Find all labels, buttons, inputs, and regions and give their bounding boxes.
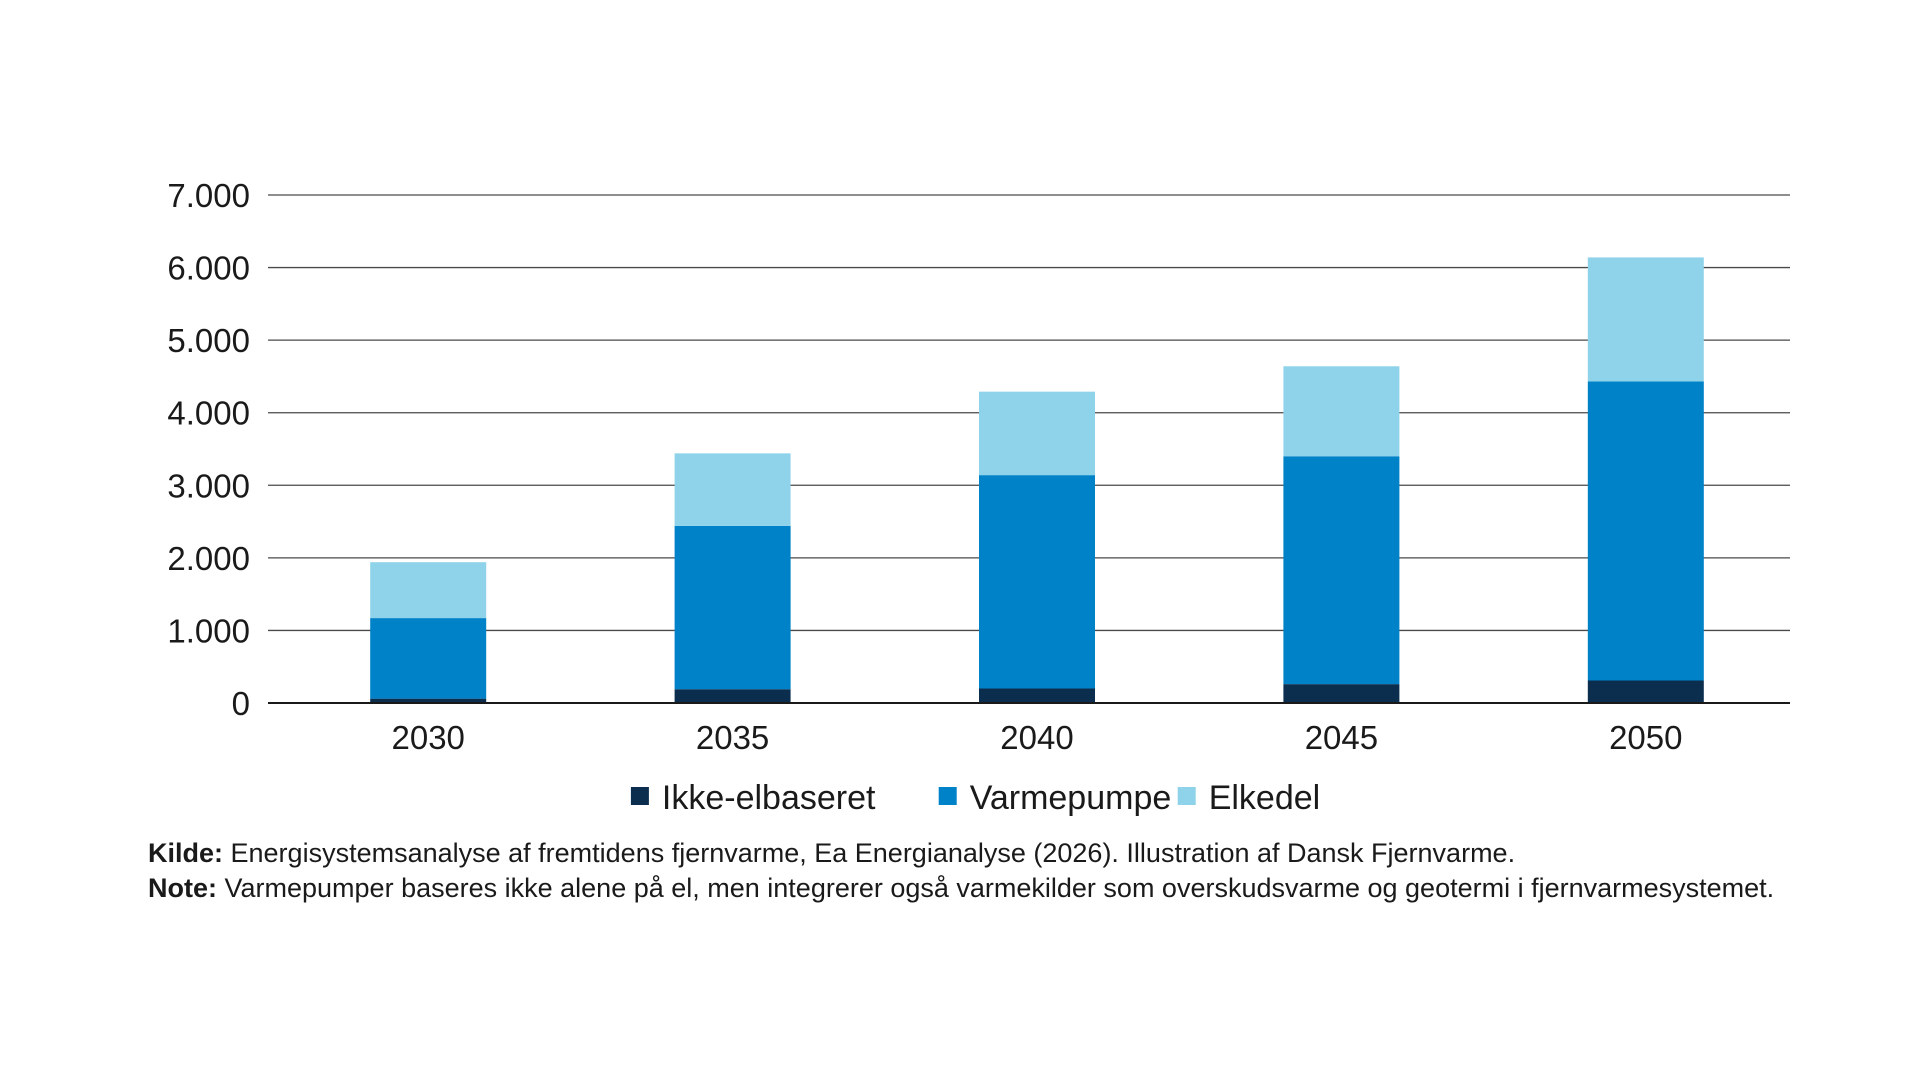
legend-swatch: [630, 787, 649, 805]
bar-segment-varmepumpe: [674, 525, 791, 690]
x-tick-label: 2040: [1000, 719, 1073, 756]
y-tick-label: 5.000: [167, 322, 250, 359]
y-tick-label: 2.000: [167, 540, 250, 577]
note-label: Note:: [148, 873, 217, 903]
bar-segment-varmepumpe: [370, 618, 487, 699]
bar-segment-elkedel: [1283, 366, 1400, 457]
bars: [370, 257, 1704, 703]
bar-segment-elkedel: [979, 391, 1095, 476]
bar-segment-ikke-elbaseret: [674, 689, 791, 703]
y-tick-label: 7.000: [167, 177, 250, 214]
bar-segment-varmepumpe: [1587, 381, 1704, 681]
x-tick-label: 2035: [696, 719, 769, 756]
x-tick-label: 2050: [1609, 719, 1682, 756]
bar-segment-elkedel: [1587, 257, 1704, 382]
legend-label: Elkedel: [1209, 779, 1321, 817]
legend-swatch: [938, 787, 957, 805]
y-tick-label: 0: [232, 685, 250, 722]
bar-segment-elkedel: [370, 562, 487, 619]
bar-segment-ikke-elbaseret: [1283, 684, 1400, 703]
y-tick-label: 4.000: [167, 395, 250, 432]
source-line: Kilde: Energisystemsanalyse af fremtiden…: [148, 836, 1788, 871]
y-axis-ticks: 0 1.000 2.000 3.000 4.000 5.000 6.000 7.000: [167, 177, 250, 722]
bar-segment-ikke-elbaseret: [1587, 680, 1704, 703]
legend-label: Ikke-elbaseret: [662, 779, 876, 817]
bar-segment-ikke-elbaseret: [370, 698, 487, 703]
legend: Ikke-elbaseret Varmepumpe Elkedel: [630, 779, 1321, 817]
x-axis-ticks: 2030 2035 2040 2045 2050: [391, 719, 1682, 756]
legend-label: Varmepumpe: [970, 779, 1172, 817]
y-tick-label: 6.000: [167, 250, 250, 287]
y-tick-label: 3.000: [167, 467, 250, 504]
note-text: Varmepumper baseres ikke alene på el, me…: [217, 873, 1775, 903]
y-tick-label: 1.000: [167, 612, 250, 649]
source-label: Kilde:: [148, 838, 224, 868]
bar-segment-ikke-elbaseret: [979, 688, 1095, 703]
source-text: Energisystemsanalyse af fremtidens fjern…: [223, 838, 1516, 868]
bar-segment-varmepumpe: [979, 475, 1095, 689]
bar-segment-elkedel: [674, 453, 791, 526]
chart-notes: Kilde: Energisystemsanalyse af fremtiden…: [148, 836, 1788, 906]
legend-swatch: [1177, 787, 1196, 805]
bar-segment-varmepumpe: [1283, 456, 1400, 685]
x-tick-label: 2045: [1305, 719, 1378, 756]
x-tick-label: 2030: [391, 719, 464, 756]
note-line: Note: Varmepumper baseres ikke alene på …: [148, 871, 1788, 906]
